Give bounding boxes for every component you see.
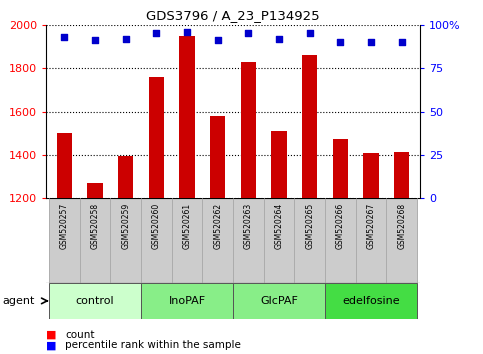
Point — [122, 36, 129, 41]
Bar — [87, 183, 103, 198]
Text: GSM520262: GSM520262 — [213, 202, 222, 249]
Bar — [49, 198, 80, 283]
Text: GSM520267: GSM520267 — [367, 202, 376, 249]
Text: edelfosine: edelfosine — [342, 296, 400, 306]
Point — [153, 30, 160, 36]
Point — [306, 30, 313, 36]
Point — [244, 30, 252, 36]
Text: control: control — [76, 296, 114, 306]
Text: GSM520258: GSM520258 — [90, 202, 99, 249]
Point — [367, 39, 375, 45]
Bar — [149, 77, 164, 198]
Bar — [325, 198, 356, 283]
Point — [183, 29, 191, 35]
Bar — [394, 152, 410, 198]
Bar — [295, 198, 325, 283]
Bar — [57, 133, 72, 198]
Bar — [241, 62, 256, 198]
Text: agent: agent — [2, 296, 35, 306]
Point — [398, 39, 406, 45]
Bar — [179, 36, 195, 198]
Text: GSM520266: GSM520266 — [336, 202, 345, 249]
Text: ■: ■ — [46, 340, 57, 350]
Bar — [264, 198, 295, 283]
Bar — [141, 198, 171, 283]
Bar — [80, 198, 110, 283]
Point — [337, 39, 344, 45]
Text: GSM520259: GSM520259 — [121, 202, 130, 249]
Text: GSM520261: GSM520261 — [183, 202, 192, 249]
Bar — [233, 283, 325, 319]
Bar — [333, 139, 348, 198]
Bar — [210, 116, 226, 198]
Point — [214, 38, 222, 43]
Bar — [110, 198, 141, 283]
Bar — [386, 198, 417, 283]
Text: percentile rank within the sample: percentile rank within the sample — [65, 340, 241, 350]
Text: GlcPAF: GlcPAF — [260, 296, 298, 306]
Point — [60, 34, 68, 40]
Bar — [271, 131, 287, 198]
Text: GSM520263: GSM520263 — [244, 202, 253, 249]
Text: count: count — [65, 330, 95, 339]
Point — [91, 38, 99, 43]
Bar — [356, 198, 386, 283]
Text: GSM520264: GSM520264 — [274, 202, 284, 249]
Title: GDS3796 / A_23_P134925: GDS3796 / A_23_P134925 — [146, 9, 320, 22]
Bar — [118, 156, 133, 198]
Bar — [233, 198, 264, 283]
Bar — [302, 55, 317, 198]
Bar — [363, 153, 379, 198]
Text: GSM520260: GSM520260 — [152, 202, 161, 249]
Text: ■: ■ — [46, 330, 57, 339]
Point — [275, 36, 283, 41]
Text: GSM520257: GSM520257 — [60, 202, 69, 249]
Text: InoPAF: InoPAF — [169, 296, 206, 306]
Bar — [202, 198, 233, 283]
Bar — [325, 283, 417, 319]
Text: GSM520268: GSM520268 — [398, 202, 406, 249]
Text: GSM520265: GSM520265 — [305, 202, 314, 249]
Bar — [141, 283, 233, 319]
Bar — [171, 198, 202, 283]
Bar — [49, 283, 141, 319]
